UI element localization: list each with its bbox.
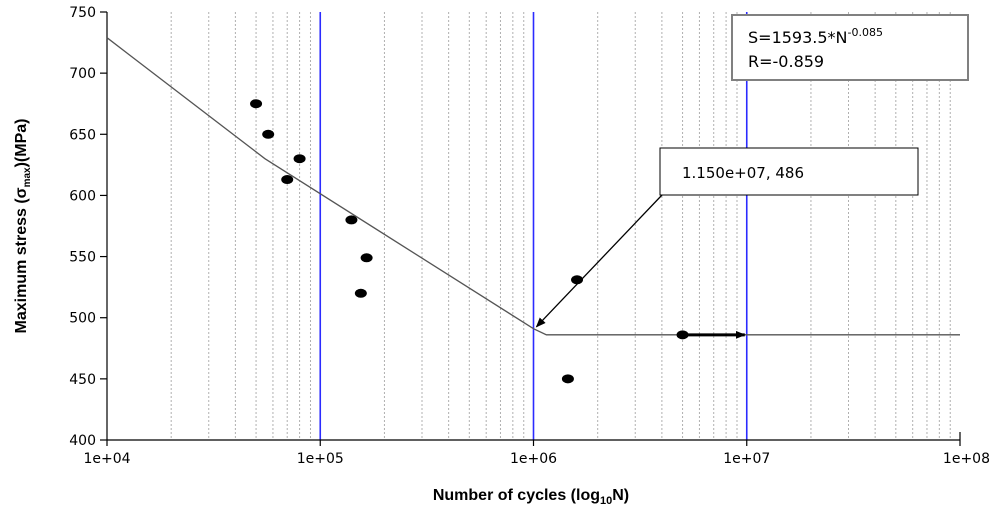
data-point xyxy=(345,215,358,225)
annotation-arrow xyxy=(535,194,663,328)
data-point xyxy=(561,374,574,384)
data-points xyxy=(250,99,689,384)
data-point xyxy=(250,99,263,109)
decade-marker-lines xyxy=(319,12,748,440)
data-point xyxy=(354,288,367,298)
y-tick-label: 550 xyxy=(69,250,96,266)
x-tick-label: 1e+04 xyxy=(83,451,130,467)
y-tick-label: 700 xyxy=(69,66,96,82)
y-tick-label: 600 xyxy=(69,188,96,204)
x-tick-label: 1e+08 xyxy=(943,451,990,467)
x-tick-label: 1e+05 xyxy=(297,451,344,467)
y-tick-label: 650 xyxy=(69,127,96,143)
equation-formula: S=1593.5*N-0.085 xyxy=(748,26,883,47)
equation-box xyxy=(731,14,969,81)
x-tick-label: 1e+06 xyxy=(510,451,557,467)
gridlines xyxy=(106,12,951,440)
y-tick-label: 500 xyxy=(69,311,96,327)
y-axis-title: Maximum stress (σmax)(MPa) xyxy=(13,118,33,333)
x-axis-title: Number of cycles (log10N) xyxy=(433,487,629,507)
tick-labels: 400 450 500 550 600 650 700 750 1e+04 1e+05 1e+06 1… xyxy=(69,5,990,467)
point-annotation: 1.150e+07, 486 xyxy=(659,147,919,196)
x-tick-label: 1e+07 xyxy=(723,451,770,467)
y-tick-label: 400 xyxy=(69,433,96,449)
data-point xyxy=(571,275,584,285)
y-tick-label: 750 xyxy=(69,5,96,21)
data-point xyxy=(293,154,306,164)
data-point xyxy=(360,253,373,263)
y-tick-label: 450 xyxy=(69,372,96,388)
annotation-box xyxy=(659,147,919,196)
data-point xyxy=(262,129,275,139)
arrows xyxy=(535,194,746,339)
data-point xyxy=(281,175,294,185)
equation-legend: S=1593.5*N-0.085 R=-0.859 xyxy=(731,14,969,81)
equation-correlation: R=-0.859 xyxy=(748,52,824,71)
annotation-label: 1.150e+07, 486 xyxy=(682,164,804,182)
